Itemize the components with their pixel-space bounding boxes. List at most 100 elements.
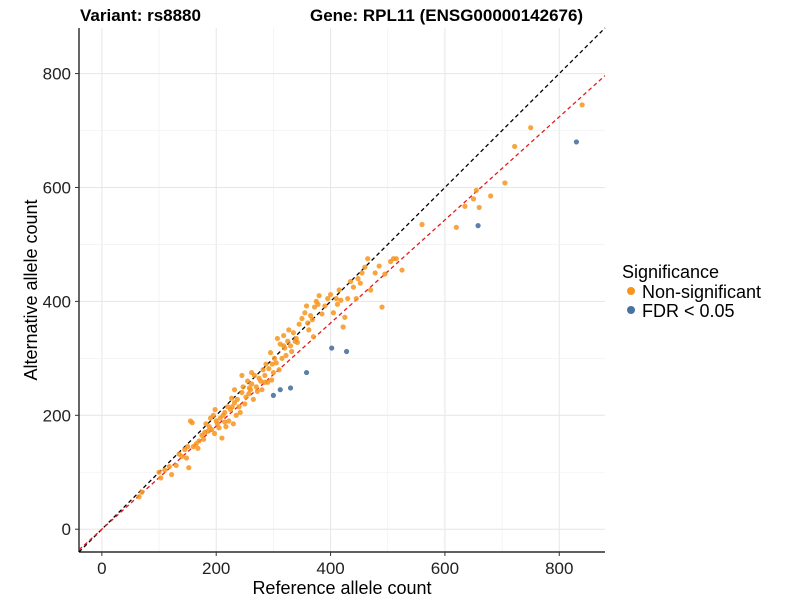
point-non-significant: [453, 224, 459, 230]
legend-title: Significance: [622, 262, 719, 282]
point-non-significant: [269, 377, 275, 383]
reference-line-identity: [78, 27, 606, 553]
point-non-significant: [382, 271, 388, 277]
point-non-significant: [270, 369, 276, 376]
point-non-significant: [254, 388, 260, 394]
axes: [78, 28, 605, 553]
point-non-significant: [210, 412, 216, 418]
x-tick-label: 0: [97, 559, 106, 578]
point-non-significant: [310, 334, 317, 340]
point-non-significant: [473, 187, 479, 193]
point-non-significant: [327, 291, 334, 298]
point-non-significant: [393, 256, 399, 262]
point-non-significant: [209, 426, 215, 433]
y-ticks: 0 200 400 600 800: [43, 65, 79, 539]
point-non-significant: [186, 465, 192, 471]
point-non-significant: [350, 284, 357, 290]
point-non-significant: [302, 310, 308, 316]
point-non-significant: [325, 295, 331, 302]
point-non-significant: [333, 295, 339, 302]
point-non-significant: [276, 367, 282, 373]
point-non-significant: [462, 203, 468, 209]
legend-marker-non-significant: [627, 287, 635, 295]
point-non-significant: [246, 391, 252, 397]
point-non-significant: [290, 330, 297, 336]
point-non-significant: [305, 320, 311, 326]
point-non-significant: [359, 270, 365, 276]
point-non-significant: [289, 348, 295, 355]
point-non-significant: [303, 303, 310, 309]
point-non-significant: [502, 180, 508, 186]
point-non-significant: [260, 367, 266, 373]
y-tick-label: 400: [43, 292, 71, 311]
x-ticks: 0 200 400 600 800: [97, 552, 573, 578]
chart-title-variant: Variant: rs8880: [80, 6, 201, 25]
point-non-significant: [189, 420, 195, 426]
point-non-significant: [528, 125, 534, 131]
point-non-significant: [353, 295, 359, 302]
y-tick-label: 800: [43, 65, 71, 84]
point-non-significant: [334, 301, 341, 307]
point-non-significant: [183, 455, 190, 461]
point-non-significant: [205, 428, 211, 434]
x-tick-label: 600: [431, 559, 459, 578]
point-non-significant: [336, 287, 342, 293]
point-non-significant: [294, 339, 301, 345]
x-tick-label: 800: [545, 559, 573, 578]
point-non-significant: [299, 315, 305, 322]
point-non-significant: [239, 372, 245, 379]
legend-label-fdr: FDR < 0.05: [642, 301, 735, 321]
point-non-significant: [262, 372, 268, 379]
point-non-significant: [357, 280, 363, 286]
point-non-significant: [267, 350, 274, 356]
point-non-significant: [273, 360, 279, 366]
point-non-significant: [274, 335, 280, 342]
point-non-significant: [259, 387, 265, 393]
point-non-significant: [219, 435, 225, 441]
legend-marker-fdr: [627, 306, 635, 314]
point-non-significant: [470, 196, 477, 202]
point-non-significant: [419, 221, 425, 228]
point-non-significant: [309, 317, 315, 323]
point-non-significant: [233, 412, 239, 418]
reference-line-fit: [78, 75, 606, 551]
point-non-significant: [579, 102, 585, 108]
point-non-significant: [512, 143, 518, 150]
point-non-significant: [338, 297, 344, 303]
point-non-significant: [340, 324, 346, 330]
point-non-significant: [296, 321, 302, 327]
point-non-significant: [231, 387, 238, 393]
point-non-significant: [258, 378, 264, 384]
x-tick-label: 200: [202, 559, 230, 578]
point-non-significant: [269, 361, 275, 367]
point-non-significant: [249, 369, 255, 376]
point-non-significant: [229, 395, 235, 401]
point-non-significant: [315, 301, 321, 307]
y-tick-label: 600: [43, 178, 71, 197]
point-non-significant: [293, 335, 299, 342]
point-non-significant: [169, 471, 175, 478]
point-non-significant: [488, 193, 494, 199]
point-fdr: [277, 387, 283, 393]
point-non-significant: [250, 396, 256, 402]
point-non-significant: [156, 469, 162, 475]
point-non-significant: [229, 404, 235, 410]
point-non-significant: [342, 314, 348, 320]
point-non-significant: [262, 379, 268, 385]
point-non-significant: [347, 278, 354, 285]
point-non-significant: [242, 401, 248, 407]
point-non-significant: [362, 264, 368, 270]
point-non-significant: [322, 303, 328, 309]
chart-title-gene: Gene: RPL11 (ENSG00000142676): [310, 6, 583, 25]
point-non-significant: [222, 419, 228, 425]
point-non-significant: [330, 310, 337, 316]
point-non-significant: [240, 384, 246, 390]
point-non-significant: [237, 409, 243, 416]
point-non-significant: [236, 404, 242, 410]
point-non-significant: [245, 378, 251, 384]
reference-lines: [78, 27, 606, 553]
point-non-significant: [285, 338, 291, 344]
point-fdr: [270, 392, 276, 398]
point-non-significant: [162, 467, 168, 473]
